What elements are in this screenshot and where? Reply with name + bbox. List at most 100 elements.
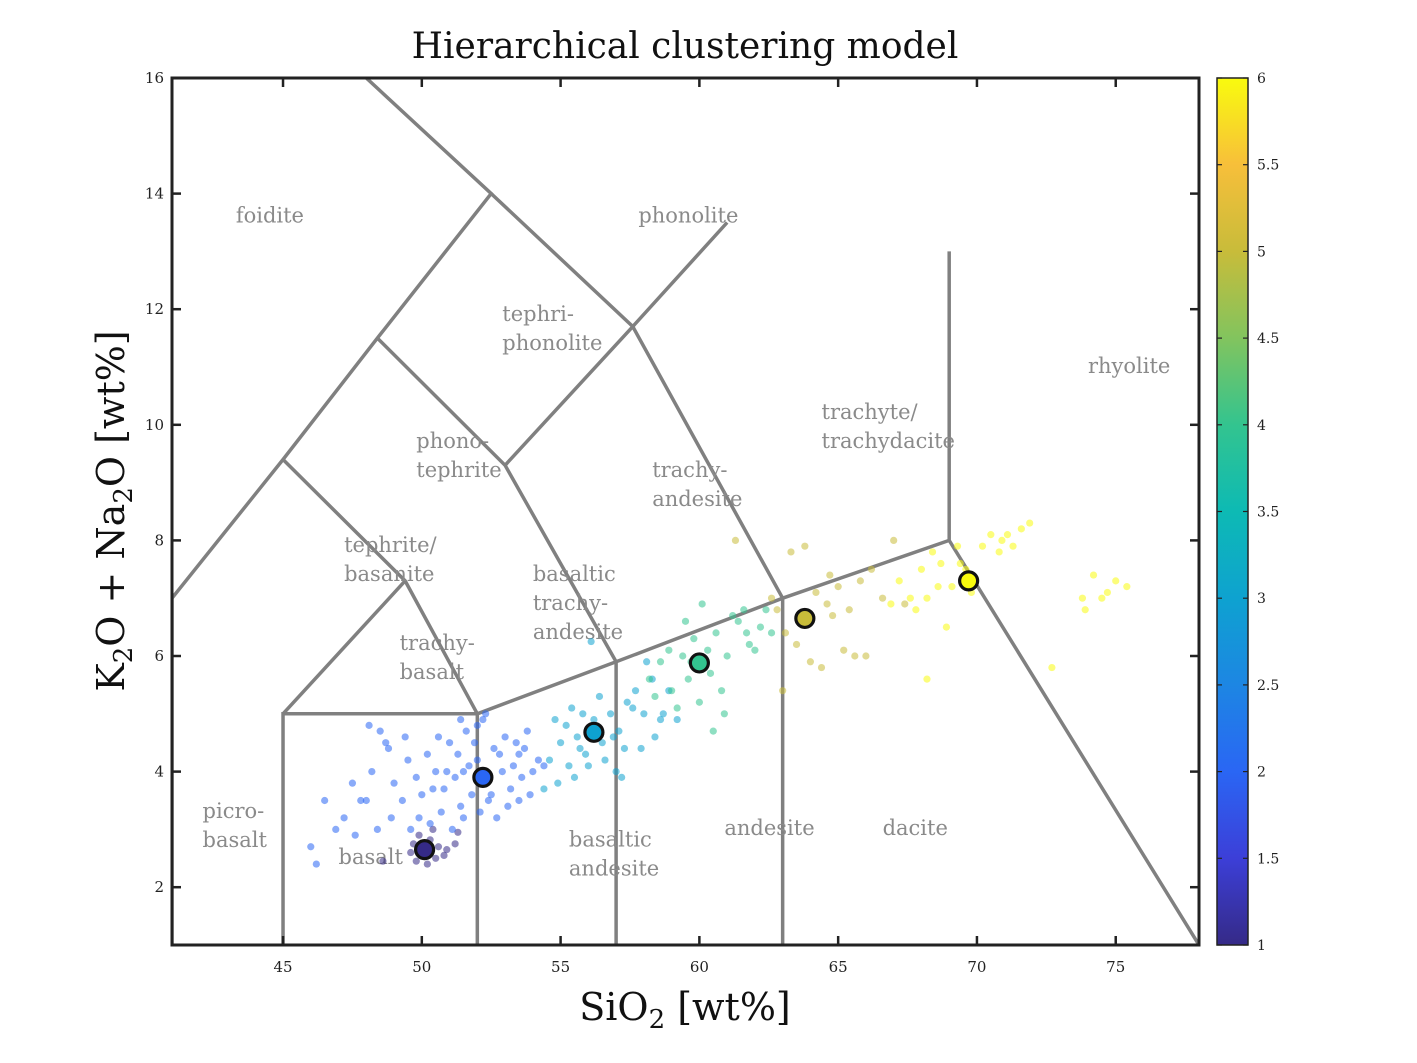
data-point [487, 791, 495, 799]
y-axis-title-sub1: 2 [109, 647, 139, 664]
data-point [498, 768, 506, 776]
x-tick-label: 55 [551, 958, 570, 976]
data-point [756, 623, 765, 631]
data-point [507, 785, 515, 793]
colorbar-tick-label: 3.5 [1257, 505, 1279, 521]
data-point [551, 715, 559, 724]
data-point [826, 571, 834, 579]
data-point [518, 773, 526, 781]
data-point [829, 611, 837, 620]
tas-boundary-line [476, 538, 950, 716]
data-point [404, 756, 412, 764]
data-point [912, 606, 920, 614]
data-point [851, 652, 859, 660]
data-point [312, 860, 320, 868]
data-point [867, 565, 876, 573]
data-point [415, 814, 423, 822]
field-label-trachybasalt: basalt [400, 660, 465, 684]
data-point [856, 577, 864, 585]
data-point [351, 831, 359, 839]
data-point [742, 629, 751, 637]
data-point [423, 860, 431, 868]
data-point [659, 710, 667, 718]
data-point [823, 600, 831, 608]
data-point [587, 637, 595, 646]
data-point [656, 715, 665, 724]
data-point [470, 739, 479, 747]
y-axis-title-part3: O [wt%] [89, 330, 133, 487]
data-point [887, 600, 895, 608]
data-point [845, 606, 853, 614]
tas-boundary-line [281, 579, 407, 715]
data-point [568, 704, 576, 712]
field-label-tephrite: basanite [344, 562, 434, 586]
data-point [665, 646, 673, 654]
data-point [459, 768, 468, 776]
data-point [734, 617, 742, 625]
data-point [612, 768, 620, 776]
data-point [937, 559, 945, 568]
colorbar: 1 1.5 2 2.5 3 3.5 4 4.5 5 5.5 6 [1216, 71, 1279, 954]
data-point [987, 531, 995, 539]
data-point [379, 857, 387, 865]
data-point [606, 710, 615, 718]
field-label-trachyte: trachydacite [822, 429, 955, 453]
data-point [1081, 606, 1089, 614]
colorbar-tick-label: 6 [1257, 71, 1266, 87]
data-point [473, 721, 481, 729]
data-point [923, 594, 931, 602]
data-point [368, 768, 376, 776]
field-label-picrobasalt: basalt [203, 828, 268, 852]
cluster-centers [413, 570, 980, 861]
field-label-trachyandesite: andesite [652, 487, 742, 511]
data-point [495, 750, 504, 758]
data-point [618, 773, 626, 781]
data-point [429, 785, 437, 793]
data-point [401, 733, 409, 741]
data-point [717, 687, 726, 695]
data-point [434, 733, 443, 741]
data-point [1089, 571, 1098, 579]
axes: 45 50 55 60 65 70 75 2 4 6 8 10 12 14 16 [145, 69, 1199, 976]
y-tick-label: 16 [145, 69, 164, 87]
data-point [942, 623, 951, 631]
field-label-trachyandesite: trachy- [652, 458, 727, 482]
data-point [681, 617, 690, 625]
data-point [751, 646, 759, 654]
data-point [731, 536, 740, 545]
data-point [454, 828, 462, 836]
data-point [321, 796, 329, 805]
data-point [423, 750, 431, 758]
data-point [656, 658, 665, 666]
x-tick-label: 45 [273, 958, 292, 976]
cluster-center-marker [958, 570, 980, 592]
data-point [1112, 577, 1120, 585]
colorbar-tick-label: 3 [1257, 591, 1266, 607]
data-point [459, 814, 468, 822]
data-point [1123, 583, 1131, 591]
tas-field-labels: foidite phonolite tephri-phonolite phono-te… [203, 204, 1171, 881]
data-point [629, 704, 637, 712]
data-point [668, 687, 676, 695]
data-point [554, 779, 562, 787]
x-axis-title-main: SiO [579, 985, 648, 1029]
data-point [640, 710, 648, 718]
chart-title: Hierarchical clustering model [412, 26, 959, 67]
x-tick-label: 65 [829, 958, 848, 976]
field-label-andesite: andesite [724, 816, 814, 840]
data-point [581, 750, 590, 758]
data-point [540, 785, 548, 793]
data-point [890, 536, 898, 545]
data-point [426, 820, 434, 828]
data-point [953, 542, 962, 550]
data-point [762, 606, 770, 614]
data-point [451, 840, 459, 848]
cluster-center-marker [413, 839, 436, 861]
data-point [407, 848, 415, 857]
y-axis-title-part1: K [89, 663, 133, 692]
data-point [565, 762, 573, 770]
data-point [812, 588, 820, 597]
tas-boundary-line [172, 78, 494, 600]
data-point [651, 692, 659, 701]
x-tick-label: 60 [690, 958, 709, 976]
